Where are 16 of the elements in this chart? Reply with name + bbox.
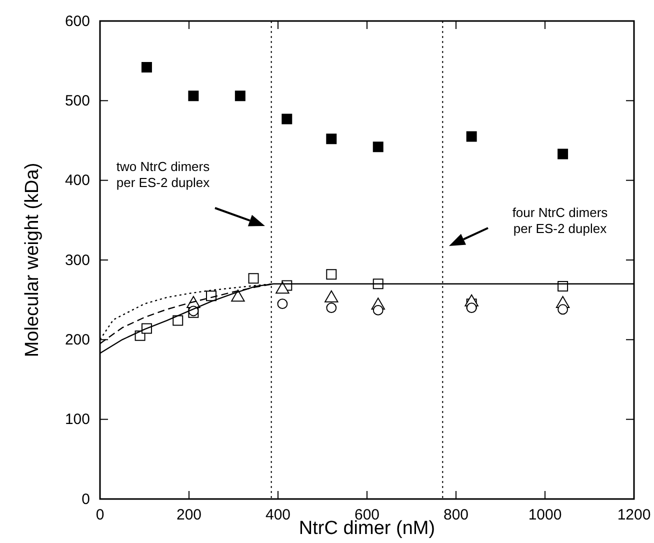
y-tick-label: 400 [64, 172, 90, 190]
annotation: four NtrC dimers per ES-2 duplex [512, 205, 608, 236]
x-tick-label: 1000 [528, 506, 562, 524]
x-tick-label: 200 [176, 506, 202, 524]
y-axis-title: Molecular weight (kDa) [22, 162, 43, 358]
x-tick-label: 1200 [617, 506, 651, 524]
annotation: two NtrC dimers per ES-2 duplex [116, 159, 210, 190]
y-tick-label: 200 [64, 331, 90, 348]
y-tick-label: 0 [82, 490, 90, 508]
y-tick-label: 100 [64, 411, 90, 428]
y-tick-label: 600 [64, 12, 90, 30]
x-tick-label: 0 [96, 506, 104, 524]
x-tick-label: 800 [443, 506, 469, 524]
y-tick-label: 300 [64, 252, 90, 269]
x-tick-label: 400 [265, 506, 291, 524]
y-tick-label: 500 [64, 92, 90, 110]
